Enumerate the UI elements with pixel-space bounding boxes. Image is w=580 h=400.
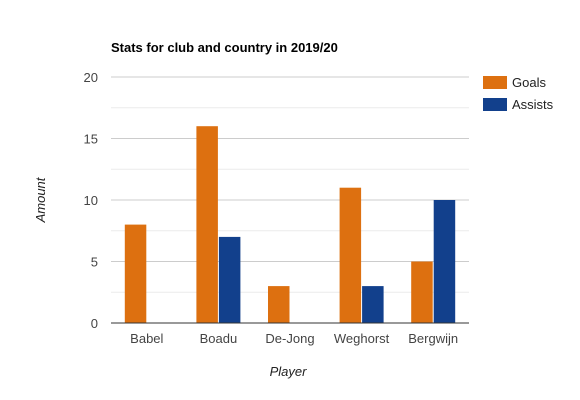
y-axis-ticks: 0 5 10 15 20 (84, 70, 98, 331)
legend-swatch-assists (483, 98, 507, 111)
bar-goals-weghorst[interactable] (339, 187, 362, 323)
bar-goals-boadu[interactable] (196, 126, 218, 323)
bar-assists-boadu[interactable] (218, 236, 241, 323)
y-tick-label: 5 (91, 255, 98, 270)
bar-assists-bergwijn[interactable] (433, 200, 456, 323)
bar-goals-bergwijn[interactable] (411, 261, 433, 324)
x-axis-ticks: Babel Boadu De-Jong Weghorst Bergwijn (130, 331, 458, 346)
bars (124, 126, 456, 324)
y-tick-label: 15 (84, 132, 98, 147)
y-tick-label: 20 (84, 70, 98, 85)
y-axis-title: Amount (33, 176, 48, 223)
legend: Goals Assists (483, 75, 554, 112)
legend-swatch-goals (483, 76, 507, 89)
legend-label-goals: Goals (512, 75, 546, 90)
x-tick-label: Bergwijn (408, 331, 458, 346)
bar-goals-de-jong[interactable] (268, 286, 290, 323)
x-axis-title: Player (270, 364, 308, 379)
bar-goals-babel[interactable] (124, 224, 147, 323)
legend-label-assists: Assists (512, 97, 554, 112)
x-tick-label: Babel (130, 331, 163, 346)
gridlines (111, 76, 469, 293)
chart-title: Stats for club and country in 2019/20 (111, 40, 338, 55)
bar-assists-weghorst[interactable] (362, 286, 384, 323)
y-tick-label: 10 (84, 193, 98, 208)
x-tick-label: Boadu (200, 331, 238, 346)
x-tick-label: De-Jong (265, 331, 314, 346)
y-tick-label: 0 (91, 316, 98, 331)
x-tick-label: Weghorst (334, 331, 390, 346)
